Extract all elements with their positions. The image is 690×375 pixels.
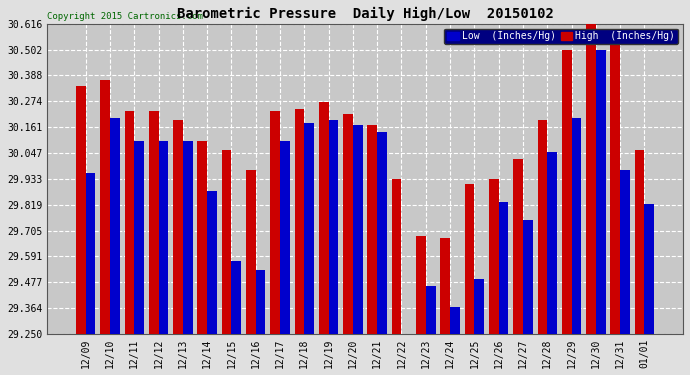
Bar xyxy=(547,152,557,334)
Bar xyxy=(571,118,581,334)
Bar xyxy=(304,123,314,334)
Bar xyxy=(207,191,217,334)
Text: Copyright 2015 Cartronics.com: Copyright 2015 Cartronics.com xyxy=(47,12,203,21)
Bar xyxy=(426,286,435,334)
Bar xyxy=(644,204,654,334)
Bar xyxy=(100,80,110,334)
Legend: Low  (Inches/Hg), High  (Inches/Hg): Low (Inches/Hg), High (Inches/Hg) xyxy=(444,28,678,44)
Bar xyxy=(231,261,241,334)
Bar xyxy=(513,159,523,334)
Bar xyxy=(197,141,207,334)
Bar xyxy=(562,50,571,334)
Bar xyxy=(586,23,596,334)
Bar xyxy=(416,236,426,334)
Bar xyxy=(159,141,168,334)
Bar xyxy=(499,202,509,334)
Bar xyxy=(353,125,363,334)
Bar xyxy=(173,120,183,334)
Bar xyxy=(86,172,95,334)
Title: Barometric Pressure  Daily High/Low  20150102: Barometric Pressure Daily High/Low 20150… xyxy=(177,7,553,21)
Bar xyxy=(620,170,630,334)
Bar xyxy=(270,111,280,334)
Bar xyxy=(183,141,193,334)
Bar xyxy=(464,184,475,334)
Bar xyxy=(343,114,353,334)
Bar xyxy=(295,109,304,334)
Bar xyxy=(538,120,547,334)
Bar xyxy=(392,179,402,334)
Bar xyxy=(125,111,135,334)
Bar xyxy=(110,118,119,334)
Bar xyxy=(635,150,644,334)
Bar xyxy=(149,111,159,334)
Bar xyxy=(450,307,460,334)
Bar xyxy=(377,132,387,334)
Bar xyxy=(611,45,620,334)
Bar xyxy=(328,120,338,334)
Bar xyxy=(475,279,484,334)
Bar xyxy=(246,170,256,334)
Bar xyxy=(135,141,144,334)
Bar xyxy=(221,150,231,334)
Bar xyxy=(368,125,377,334)
Bar xyxy=(256,270,266,334)
Bar xyxy=(523,220,533,334)
Bar xyxy=(76,86,86,334)
Bar xyxy=(596,50,606,334)
Bar xyxy=(489,179,499,334)
Bar xyxy=(319,102,328,334)
Bar xyxy=(440,238,450,334)
Bar xyxy=(280,141,290,334)
